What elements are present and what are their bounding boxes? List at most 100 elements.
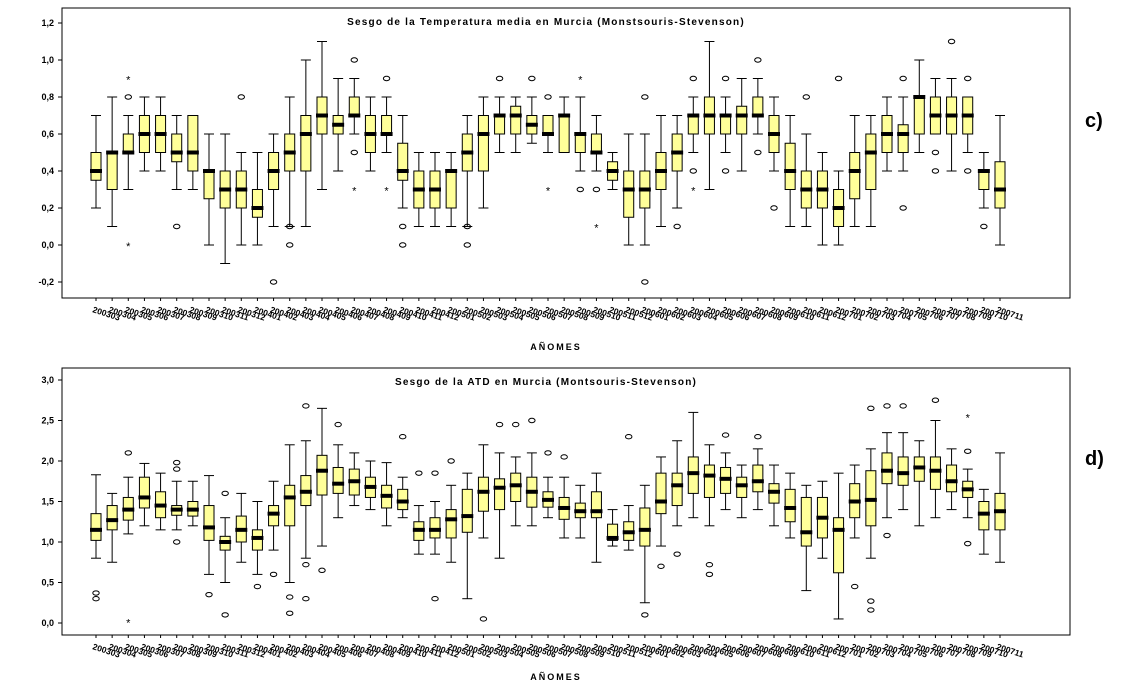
c0-outlier-circle — [754, 149, 762, 156]
c0-outlier-circle — [947, 38, 956, 45]
c0-outlier-star: * — [126, 75, 131, 87]
c1-outlier-circle — [560, 454, 568, 460]
c1-box — [461, 488, 473, 533]
c1-box — [203, 505, 215, 541]
c1-y-tick-label: 1,0 — [41, 537, 54, 547]
c1-outlier-circle — [286, 610, 294, 616]
c1-outlier-circle — [479, 616, 488, 622]
c1-outlier-circle — [253, 583, 262, 590]
c0-y-tick-label: 1,2 — [41, 18, 54, 28]
c0-y-tick-label: 0,2 — [41, 203, 54, 213]
c1-box — [138, 476, 150, 509]
c0-box — [477, 115, 489, 172]
c0-outlier-circle — [641, 279, 649, 285]
c1-outlier-circle — [447, 458, 455, 464]
c1-outlier-circle — [754, 434, 762, 440]
c1-outlier-circle — [221, 612, 229, 618]
c1-outlier-circle — [286, 594, 294, 600]
c1-outlier-circle — [221, 490, 229, 497]
c1-outlier-circle — [124, 450, 132, 456]
c0-outlier-circle — [544, 94, 552, 100]
c0-box — [381, 115, 393, 135]
c1-outlier-circle — [964, 448, 972, 454]
c1-outlier-circle — [883, 403, 891, 409]
c1-box — [251, 529, 263, 551]
c0-box — [865, 133, 877, 190]
c0-box — [494, 115, 506, 135]
c1-box — [671, 472, 683, 507]
c1-outlier-circle — [334, 421, 342, 428]
c0-outlier-circle — [463, 242, 471, 248]
c0-outlier-circle — [350, 57, 358, 63]
c1-outlier-circle — [657, 563, 665, 569]
c0-box — [978, 170, 990, 190]
c0-outlier-circle — [350, 149, 358, 156]
c1-outlier-circle — [495, 421, 504, 428]
c1-outlier-circle — [964, 540, 972, 547]
c0-y-tick-label: 0,8 — [41, 92, 54, 102]
c1-box — [477, 476, 489, 512]
c0-box — [897, 124, 909, 153]
c0-plot-frame — [61, 7, 1071, 299]
c1-outlier-circle — [867, 405, 875, 412]
c1-y-tick-label: 2,0 — [41, 456, 54, 466]
c0-outlier-circle — [899, 205, 907, 211]
c0-outlier-circle — [173, 223, 181, 230]
c0-outlier-circle — [689, 168, 697, 174]
panel-label-c: c) — [1085, 110, 1103, 132]
c1-box — [607, 523, 619, 541]
c0-outlier-circle — [834, 75, 843, 82]
c0-outlier-star: * — [546, 186, 551, 198]
c0-box — [397, 142, 409, 181]
c0-outlier-circle — [980, 223, 988, 230]
c0-box — [994, 161, 1006, 209]
c1-outlier-circle — [92, 590, 100, 596]
c0-y-tick-label: 1,0 — [41, 55, 54, 65]
c1-box — [268, 505, 280, 527]
c0-y-tick-label: 0,6 — [41, 129, 54, 139]
c1-outlier-circle — [92, 596, 100, 602]
c0-box — [574, 133, 586, 153]
c1-outlier-star: * — [126, 617, 131, 629]
c0-box — [784, 142, 796, 190]
c1-box — [90, 513, 102, 541]
c1-outlier-circle — [205, 591, 213, 598]
c1-outlier-circle — [544, 450, 552, 456]
c0-outlier-circle — [592, 186, 601, 193]
c0-outlier-circle — [463, 223, 471, 230]
c1-x-axis-title: AÑOMES — [530, 672, 582, 682]
c1-box — [332, 466, 344, 494]
c1-outlier-circle — [883, 532, 891, 539]
c1-y-tick-label: 3,0 — [41, 375, 54, 385]
c1-outlier-circle — [415, 470, 423, 476]
c0-outlier-circle — [721, 168, 730, 174]
c0-outlier-circle — [641, 94, 649, 100]
c0-outlier-circle — [286, 223, 294, 230]
c0-box — [542, 115, 554, 135]
c0-outlier-star: * — [594, 223, 599, 235]
c1-outlier-circle — [302, 596, 310, 602]
c1-outlier-circle — [431, 470, 439, 476]
c1-box — [655, 472, 667, 515]
c1-box — [784, 488, 796, 523]
c1-outlier-circle — [302, 561, 310, 568]
c0-box — [687, 115, 699, 135]
c1-outlier-circle — [673, 551, 681, 557]
c0-outlier-circle — [721, 75, 730, 82]
c0-box — [510, 105, 522, 135]
c0-outlier-circle — [964, 168, 972, 174]
c1-box — [687, 456, 699, 494]
c1-outlier-circle — [512, 421, 520, 428]
c1-box — [752, 464, 764, 493]
c1-box — [284, 484, 296, 527]
c1-outlier-circle — [867, 598, 875, 604]
c1-box — [445, 509, 457, 539]
c0-outlier-star: * — [691, 186, 696, 198]
c1-box — [703, 464, 715, 498]
c0-box — [623, 170, 635, 218]
c1-outlier-circle — [173, 459, 181, 466]
c1-outlier-circle — [528, 417, 536, 424]
c0-outlier-circle — [770, 205, 778, 211]
c1-outlier-circle — [318, 567, 326, 574]
